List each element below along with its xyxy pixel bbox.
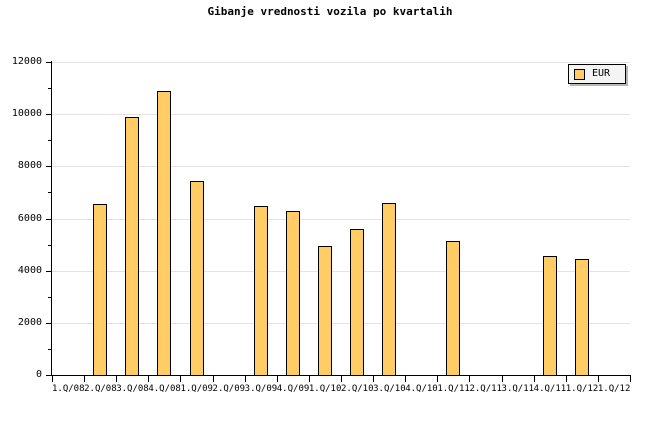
bar bbox=[189, 180, 204, 375]
y-axis-label: 10000 bbox=[11, 108, 42, 120]
y-axis-tick bbox=[46, 114, 52, 116]
x-axis-tick bbox=[373, 375, 374, 382]
y-axis-label: 4000 bbox=[17, 264, 42, 276]
y-axis-minor-tick bbox=[48, 140, 52, 142]
y-axis-minor-tick bbox=[48, 348, 52, 350]
x-axis-tick bbox=[245, 375, 246, 382]
x-axis-tick bbox=[277, 375, 278, 382]
x-axis-tick bbox=[213, 375, 214, 382]
x-axis-tick bbox=[405, 375, 406, 382]
gridline bbox=[52, 114, 630, 116]
y-axis-label: 2000 bbox=[17, 316, 42, 328]
y-axis-tick bbox=[46, 218, 52, 220]
y-axis-label: 6000 bbox=[17, 212, 42, 224]
x-axis-label: 1.Q/08 bbox=[52, 384, 85, 394]
bar bbox=[350, 228, 365, 375]
x-axis-label: 4.Q/08 bbox=[148, 384, 181, 394]
x-axis-tick bbox=[52, 375, 53, 382]
x-axis-label: 1.Q/11 bbox=[437, 384, 470, 394]
x-axis-tick bbox=[341, 375, 342, 382]
x-axis-tick bbox=[566, 375, 567, 382]
gridline bbox=[52, 218, 630, 220]
y-axis-tick bbox=[46, 375, 52, 376]
x-axis-tick bbox=[469, 375, 470, 382]
bar bbox=[253, 205, 268, 375]
x-axis-tick bbox=[180, 375, 181, 382]
x-axis-tick bbox=[437, 375, 438, 382]
x-axis-label: 4.Q/11 bbox=[533, 384, 567, 394]
x-axis-label: 3.Q/09 bbox=[244, 384, 278, 394]
x-axis-tick bbox=[84, 375, 85, 382]
x-axis-label: 1.Q/09 bbox=[180, 384, 213, 394]
bar bbox=[446, 240, 461, 375]
x-axis-label: 2.Q/08 bbox=[84, 384, 117, 394]
y-axis-tick bbox=[46, 322, 52, 324]
x-axis-tick bbox=[148, 375, 149, 382]
y-axis-tick bbox=[46, 62, 52, 63]
y-axis-label: 12000 bbox=[11, 56, 42, 67]
legend-swatch-eur bbox=[574, 68, 585, 80]
gridline bbox=[52, 62, 630, 63]
x-axis-tick bbox=[309, 375, 310, 382]
x-axis-tick bbox=[598, 375, 599, 382]
x-axis-label: 3.Q/10 bbox=[373, 384, 406, 394]
y-axis-label: 8000 bbox=[17, 160, 42, 172]
x-axis-label: 1.Q/12 bbox=[565, 384, 599, 394]
plot-area bbox=[46, 62, 631, 382]
x-axis-label: 2.Q/10 bbox=[341, 384, 374, 394]
x-axis-label: 2.Q/09 bbox=[212, 384, 246, 394]
y-axis-minor-tick bbox=[48, 192, 52, 194]
gridline bbox=[52, 166, 630, 168]
bar bbox=[125, 116, 140, 375]
x-axis-tick bbox=[630, 375, 631, 382]
x-axis-label: 4.Q/09 bbox=[276, 384, 310, 394]
bar bbox=[382, 202, 397, 375]
chart-title: Gibanje vrednosti vozila po kvartalih bbox=[207, 5, 453, 18]
legend-label-eur: EUR bbox=[592, 68, 611, 79]
bar bbox=[157, 90, 172, 375]
bar bbox=[574, 258, 589, 375]
bar bbox=[285, 211, 300, 375]
bar bbox=[542, 256, 557, 375]
y-axis-minor-tick bbox=[48, 88, 52, 90]
y-axis-label: 0 bbox=[35, 369, 42, 380]
bar bbox=[93, 204, 108, 375]
x-axis-tick bbox=[502, 375, 503, 382]
x-axis-label: 1.Q/10 bbox=[308, 384, 342, 394]
x-axis-line bbox=[51, 375, 630, 376]
y-axis-tick bbox=[46, 166, 52, 168]
x-axis-tick bbox=[534, 375, 535, 382]
gridline bbox=[52, 322, 630, 324]
x-axis-label: 4.Q/10 bbox=[405, 384, 438, 394]
legend: EUR bbox=[568, 64, 626, 84]
x-axis-label: 3.Q/11 bbox=[501, 384, 535, 394]
y-axis-tick bbox=[46, 270, 52, 272]
y-axis-minor-tick bbox=[48, 296, 52, 298]
gridline bbox=[52, 270, 630, 272]
x-axis-label: 1.Q/12 bbox=[597, 384, 631, 394]
x-axis-label: 2.Q/11 bbox=[469, 384, 502, 394]
x-axis-tick bbox=[116, 375, 117, 382]
y-axis-minor-tick bbox=[48, 244, 52, 246]
bar bbox=[317, 246, 332, 375]
x-axis-label: 3.Q/08 bbox=[116, 384, 149, 394]
